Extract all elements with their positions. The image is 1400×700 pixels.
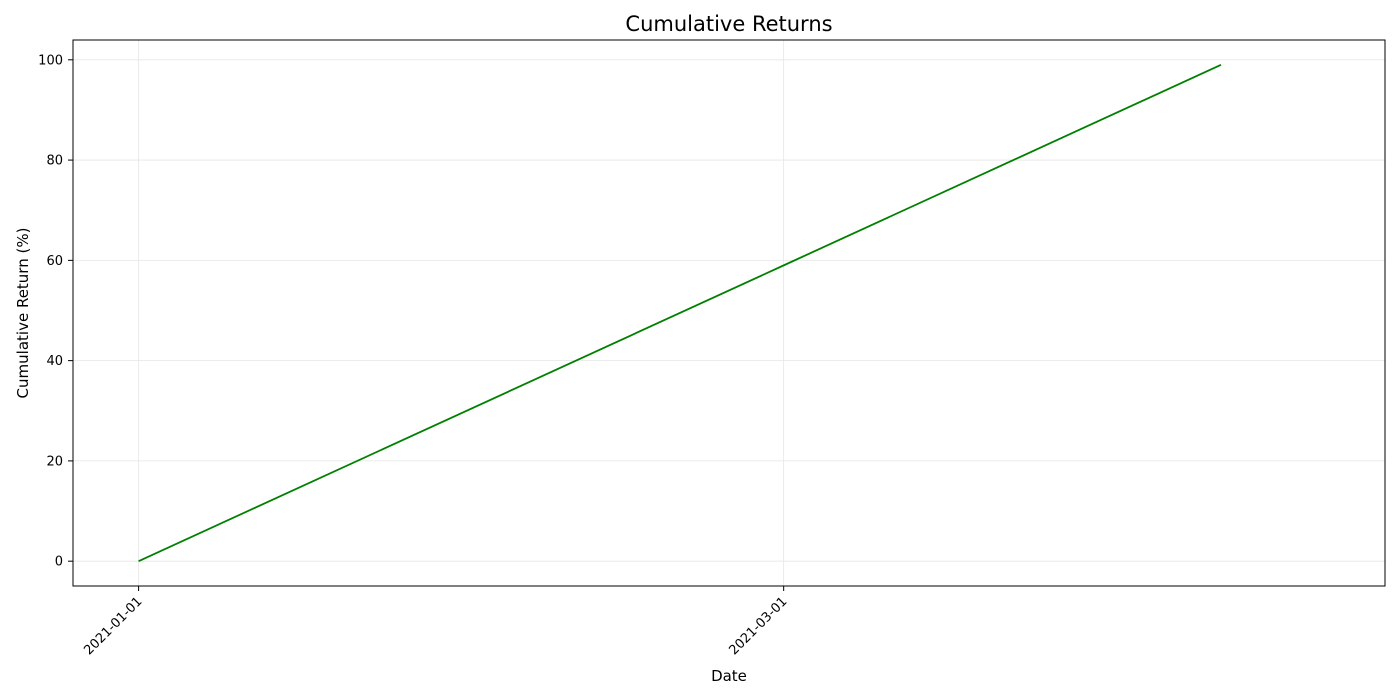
series-line [138, 64, 1222, 562]
y-tick-label: 80 [46, 154, 63, 169]
x-tick-label: 2021-03-01 [726, 594, 790, 658]
ticks: 0 20 40 60 80 100 2021-01-01 2021-03-01 [38, 53, 790, 658]
x-tick-label: 2021-01-01 [81, 594, 145, 658]
chart-title: Cumulative Returns [625, 12, 832, 36]
plot-frame [72, 39, 1386, 587]
y-tick-label: 40 [46, 354, 63, 369]
x-axis-label: Date [711, 667, 747, 685]
grid [73, 40, 1385, 586]
y-tick-label: 100 [38, 53, 63, 68]
y-tick-label: 20 [46, 454, 63, 469]
y-tick-label: 60 [46, 254, 63, 269]
series-layer [138, 64, 1222, 562]
y-tick-label: 0 [55, 555, 63, 570]
y-axis-label: Cumulative Return (%) [14, 228, 32, 399]
